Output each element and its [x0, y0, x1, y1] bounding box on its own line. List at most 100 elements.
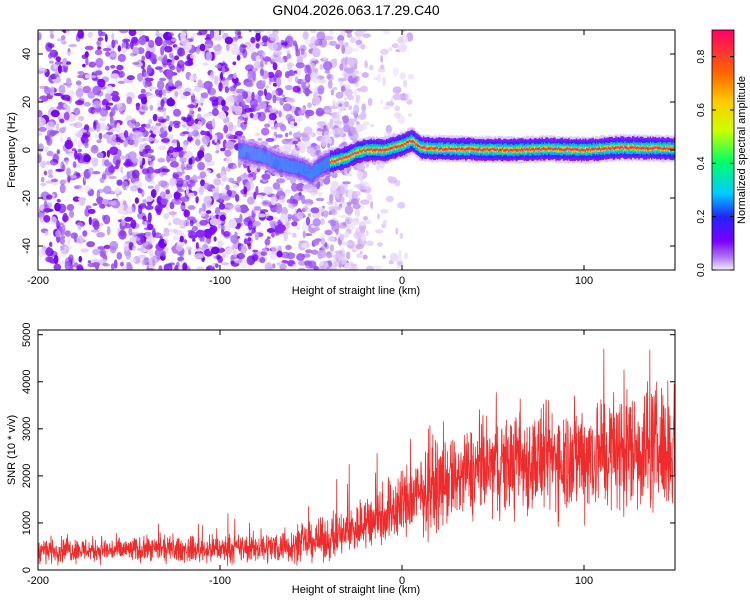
spectrogram-noise-blob — [320, 218, 325, 225]
spectrogram-noise-blob — [40, 176, 45, 183]
spectrogram-peak-mark — [575, 148, 579, 151]
spectrogram-signal-cell — [615, 146, 617, 149]
spectrogram-noise-blob — [298, 267, 306, 270]
spectrogram-signal-cell — [415, 143, 417, 146]
spectrogram-noise-blob — [218, 82, 223, 92]
spectrogram-signal-cell — [540, 148, 542, 152]
spectrogram-signal-cell — [363, 148, 365, 151]
spectrogram-noise-blob — [353, 71, 362, 75]
spectrogram-noise-blob — [234, 231, 238, 239]
spectrogram-noise-blob — [146, 92, 156, 99]
spectrogram-noise-blob — [139, 143, 144, 153]
spectrogram-noise-blob — [168, 211, 177, 216]
spectrogram-noise-blob — [265, 85, 270, 89]
spectrogram-noise-blob — [268, 42, 278, 51]
spectrogram-peak-mark — [640, 147, 644, 150]
spectrogram-noise-blob — [130, 219, 137, 229]
spectrogram-noise-blob — [334, 206, 343, 210]
spectrogram-signal-cell — [289, 155, 291, 177]
spectrogram-peak-mark — [493, 148, 497, 151]
spectrogram-signal-cell — [285, 154, 287, 177]
spectrogram-signal-cell — [416, 143, 419, 146]
spectrogram-noise-blob — [169, 120, 174, 127]
spectrogram-noise-blob — [58, 84, 66, 95]
spectrogram-signal-cell — [242, 138, 244, 165]
spectrogram-signal-cell — [564, 146, 566, 151]
spectrogram-noise-blob — [171, 138, 178, 147]
spectrogram-noise-blob — [225, 247, 235, 254]
spectrogram-noise-blob — [117, 45, 122, 52]
spectrogram-peak-mark — [526, 148, 529, 151]
spectrogram-noise-blob — [120, 215, 126, 220]
spectrogram-noise-blob — [217, 111, 227, 120]
spectrogram-signal-cell — [566, 147, 569, 150]
spectrogram-noise-blob — [223, 124, 229, 134]
spectrogram-signal-cell — [261, 144, 263, 166]
spectrogram-noise-blob — [236, 176, 242, 182]
figure-title: GN04.2026.063.17.29.C40 — [272, 2, 440, 18]
spectrogram-noise-blob — [38, 32, 42, 41]
spectrogram-noise-blob — [257, 137, 263, 142]
spectrogram-signal-cell — [523, 147, 526, 150]
spectrogram-signal-cell — [577, 148, 579, 151]
spectrogram-signal-cell — [438, 148, 440, 151]
spectrogram-signal-cell — [261, 142, 263, 170]
spectrogram-noise-blob — [146, 64, 152, 74]
spectrogram-noise-blob — [205, 210, 212, 214]
spectrogram-noise-blob — [197, 79, 203, 89]
spectrogram-signal-cell — [299, 158, 301, 180]
snr-x-ticks: -200 -100 0 100 — [27, 330, 593, 587]
spectrogram-noise-blob — [189, 90, 195, 96]
spectrogram-signal-cell — [323, 154, 326, 176]
spectrogram-noise-blob — [305, 249, 313, 254]
spectrogram-noise-blob — [111, 39, 116, 49]
spectrogram-signal-cell — [420, 146, 422, 149]
spectrogram-noise-blob — [161, 138, 170, 143]
spectrogram-noise-blob — [77, 154, 81, 162]
spectrogram-noise-blob — [270, 222, 275, 229]
spectrogram-signal-cell — [290, 161, 292, 173]
spectrogram-noise-blob — [159, 191, 166, 199]
spectrogram-signal-cell — [443, 148, 445, 151]
spectrogram-signal-cell — [452, 148, 454, 151]
spectrogram-signal-cell — [272, 148, 275, 175]
spectrogram-noise-blob — [142, 215, 147, 222]
spectrogram-noise-blob — [57, 64, 62, 74]
spectrogram-noise-blob — [66, 97, 71, 102]
spectrogram-signal-cell — [335, 159, 337, 163]
spectrogram-signal-cell — [419, 145, 421, 148]
spectrogram-noise-blob — [221, 99, 226, 107]
spectrogram-noise-blob — [68, 44, 78, 48]
spectrogram-signal-cell — [545, 148, 547, 151]
spectrogram-noise-blob — [197, 107, 202, 112]
spectrogram-noise-blob — [98, 132, 103, 140]
spectrogram-noise-blob — [75, 172, 81, 177]
spectrogram-signal-cell — [279, 153, 281, 175]
spectrogram-noise-blob — [249, 98, 258, 109]
spectrogram-signal-cell — [267, 151, 270, 164]
spectrogram-noise-blob — [205, 235, 212, 239]
spectrogram-noise-blob — [257, 90, 264, 97]
spectrogram-peak-mark — [624, 146, 628, 149]
spectrogram-signal-cell — [426, 147, 429, 151]
spectrogram-noise-blob — [195, 242, 199, 251]
spectrogram-signal-cell — [322, 156, 324, 173]
spectrogram-noise-blob — [333, 253, 341, 259]
spectrogram-noise-blob — [128, 30, 137, 37]
spectrogram-noise-blob — [312, 47, 321, 58]
spectrogram-noise-blob — [117, 70, 124, 79]
spectrogram-signal-cell — [250, 140, 253, 167]
spectrogram-signal-cell — [610, 147, 612, 151]
spectrogram-signal-cell — [512, 149, 514, 152]
spectrogram-noise-blob — [298, 260, 306, 266]
spectrogram-signal-cell — [312, 167, 314, 179]
spectrogram-noise-blob — [352, 88, 358, 97]
spectrogram-noise-blob — [116, 122, 121, 133]
spectrogram-noise-blob — [310, 249, 319, 255]
colorbar-tick-label: 0.8 — [696, 49, 707, 63]
spectrogram-signal-cell — [369, 148, 371, 151]
spectrogram-noise-blob — [199, 43, 206, 52]
snr-x-tick-label: -100 — [209, 575, 231, 587]
spectrogram-peak-mark — [542, 147, 546, 150]
spectrogram-peak-mark — [613, 146, 617, 150]
